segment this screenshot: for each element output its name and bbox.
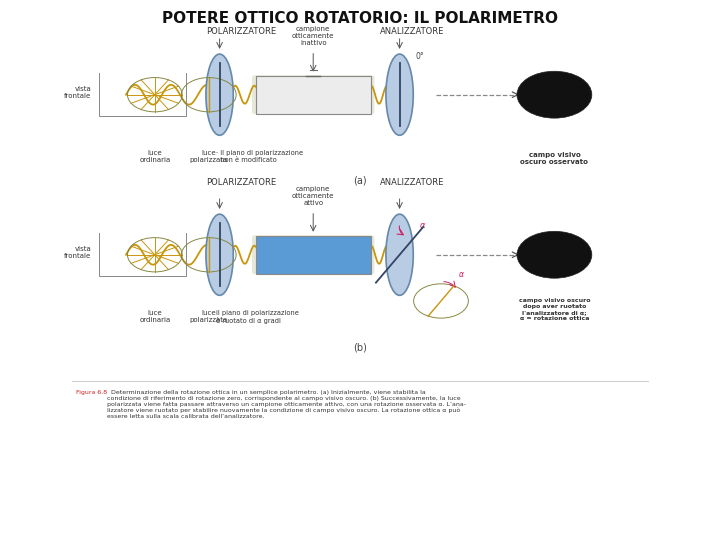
Text: 0°: 0° [415, 52, 424, 61]
Text: POLARIZZATORE: POLARIZZATORE [206, 27, 276, 36]
Ellipse shape [206, 54, 233, 135]
FancyBboxPatch shape [256, 235, 371, 274]
Text: α: α [459, 271, 464, 279]
Text: POLARIZZATORE: POLARIZZATORE [206, 178, 276, 187]
Text: luce
polarizzata: luce polarizzata [189, 150, 228, 163]
Text: campo visivo
oscuro osservato: campo visivo oscuro osservato [521, 152, 588, 165]
Text: POTERE OTTICO ROTATORIO: IL POLARIMETRO: POTERE OTTICO ROTATORIO: IL POLARIMETRO [162, 11, 558, 26]
Text: ANALIZZATORE: ANALIZZATORE [380, 178, 445, 187]
FancyBboxPatch shape [252, 235, 374, 274]
Text: il piano di polarizzazione
è ruotato di α gradi: il piano di polarizzazione è ruotato di … [216, 310, 299, 325]
Text: campo visivo oscuro
dopo aver ruotato
l'analizzatore di α;
α = rotazione ottica: campo visivo oscuro dopo aver ruotato l'… [518, 299, 590, 321]
Text: rallenta selettivamente: rallenta selettivamente [245, 476, 457, 491]
Ellipse shape [206, 214, 233, 295]
Text: Figura 6.8: Figura 6.8 [76, 390, 107, 395]
Text: luce
ordinaria: luce ordinaria [139, 150, 171, 163]
Text: vista
frontale: vista frontale [64, 246, 91, 259]
Text: una delle due componenti della luce: una delle due componenti della luce [457, 476, 720, 491]
FancyBboxPatch shape [256, 76, 371, 114]
Text: polarizzata circolarmente: polarizzata circolarmente [13, 529, 217, 540]
Text: (a): (a) [354, 176, 366, 185]
Text: luce
ordinaria: luce ordinaria [139, 310, 171, 323]
Text: luce
polarizzata: luce polarizzata [189, 310, 228, 323]
Ellipse shape [386, 54, 413, 135]
Circle shape [517, 71, 592, 118]
FancyBboxPatch shape [252, 75, 374, 114]
Text: vista
frontale: vista frontale [64, 86, 91, 99]
Text: Sostanza otticamente attiva: Sostanza otticamente attiva [13, 476, 245, 491]
Text: campione
otticamente
attivo: campione otticamente attivo [292, 186, 334, 206]
Text: (b): (b) [353, 342, 367, 352]
Text: Determinazione della rotazione ottica in un semplice polarimetro. (a) Inizialmen: Determinazione della rotazione ottica in… [107, 390, 466, 419]
Ellipse shape [386, 214, 413, 295]
Text: · il piano di polarizzazione
  non è modificato: · il piano di polarizzazione non è modif… [216, 150, 303, 163]
Text: campione
otticamente
inattivo: campione otticamente inattivo [292, 26, 334, 46]
Text: ANALIZZATORE: ANALIZZATORE [380, 27, 445, 36]
Circle shape [517, 231, 592, 278]
Text: α: α [420, 221, 426, 230]
